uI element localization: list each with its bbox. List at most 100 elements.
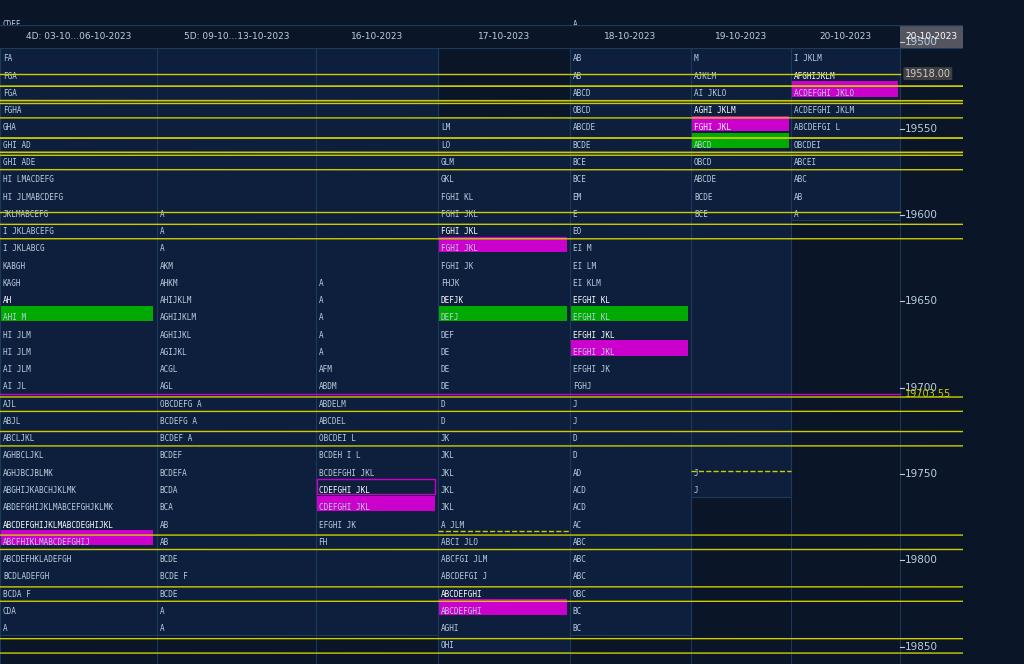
Text: ACDEFGHI JKLO: ACDEFGHI JKLO [795, 89, 854, 98]
Text: ABCEI: ABCEI [795, 158, 817, 167]
Text: BCDE: BCDE [694, 193, 713, 201]
Text: D: D [441, 417, 445, 426]
Text: AGHBCLJKL: AGHBCLJKL [3, 452, 44, 460]
Text: FGA: FGA [3, 89, 16, 98]
Bar [316, 479, 435, 494]
Text: LM: LM [441, 124, 451, 132]
Text: JKL: JKL [441, 469, 455, 477]
Text: FGHI KL: FGHI KL [441, 193, 473, 201]
Text: A: A [160, 244, 165, 253]
Text: KAGH: KAGH [3, 279, 22, 288]
Text: HI JLMABCDEFG: HI JLMABCDEFG [3, 193, 63, 201]
Text: EFGHI KL: EFGHI KL [572, 296, 609, 305]
Text: I JKLABCG: I JKLABCG [3, 244, 44, 253]
Bar [792, 48, 900, 220]
Text: AFM: AFM [318, 365, 333, 374]
Text: ABCI JLO: ABCI JLO [441, 538, 478, 546]
Text: OBCDEI L: OBCDEI L [318, 434, 355, 443]
Text: BCDEFGHI JKL: BCDEFGHI JKL [318, 469, 374, 477]
Text: AGHI: AGHI [441, 624, 460, 633]
Text: GHI ADE: GHI ADE [3, 158, 35, 167]
Text: 19850: 19850 [905, 641, 938, 652]
Text: ABC: ABC [572, 572, 587, 581]
Text: 5D: 09-10...13-10-2023: 5D: 09-10...13-10-2023 [184, 32, 290, 41]
Text: FGHJ: FGHJ [572, 382, 591, 391]
Bar [1, 306, 154, 321]
Text: J: J [572, 417, 578, 426]
Text: AJL: AJL [3, 400, 16, 408]
Text: JKL: JKL [441, 503, 455, 512]
Text: CDEFGHI JKL: CDEFGHI JKL [318, 503, 370, 512]
Text: HI LMACDEFG: HI LMACDEFG [3, 175, 54, 184]
Text: OBC: OBC [572, 590, 587, 598]
Text: ABGHIJKABCHJKLMK: ABGHIJKABCHJKLMK [3, 486, 77, 495]
Text: DEFJ: DEFJ [441, 313, 460, 322]
Text: 20-10-2023: 20-10-2023 [819, 32, 871, 41]
Text: E: E [572, 210, 578, 218]
Text: JKL: JKL [441, 452, 455, 460]
Text: BCDEF: BCDEF [160, 452, 183, 460]
Text: FGHA: FGHA [3, 106, 22, 115]
Text: AI JL: AI JL [3, 382, 26, 391]
Text: AB: AB [795, 193, 804, 201]
Text: AB: AB [160, 521, 169, 529]
Text: 19-10-2023: 19-10-2023 [715, 32, 767, 41]
Text: A: A [160, 210, 165, 218]
Text: AD: AD [572, 469, 582, 477]
Text: ABDM: ABDM [318, 382, 337, 391]
Text: DEF: DEF [441, 331, 455, 339]
Bar [691, 48, 792, 497]
Text: AI JLM: AI JLM [3, 365, 31, 374]
Text: AGHJBCJBLMK: AGHJBCJBLMK [3, 469, 54, 477]
Text: A: A [318, 313, 324, 322]
Text: FGHI JK: FGHI JK [441, 262, 473, 270]
Bar [439, 306, 567, 321]
Text: GHA: GHA [3, 124, 16, 132]
Text: LO: LO [441, 141, 451, 149]
Text: AGHIJKL: AGHIJKL [160, 331, 193, 339]
Text: ABCLJKL: ABCLJKL [3, 434, 35, 443]
Bar [1, 531, 154, 546]
Text: ABCDEL: ABCDEL [318, 417, 346, 426]
Text: BCDE: BCDE [160, 555, 178, 564]
Text: JKL: JKL [441, 486, 455, 495]
Text: 19750: 19750 [905, 469, 938, 479]
Text: BCDEF A: BCDEF A [160, 434, 193, 443]
Text: EFGHI JK: EFGHI JK [318, 521, 355, 529]
Text: ABDELM: ABDELM [318, 400, 346, 408]
Text: DE: DE [441, 382, 451, 391]
Text: FGHI JKL: FGHI JKL [441, 227, 478, 236]
Text: 18-10-2023: 18-10-2023 [604, 32, 656, 41]
Text: 19800: 19800 [905, 555, 938, 566]
Text: J: J [694, 469, 698, 477]
Text: BCDLADEFGH: BCDLADEFGH [3, 572, 49, 581]
Text: BC: BC [572, 607, 582, 616]
Text: J: J [694, 486, 698, 495]
Text: GHI AD: GHI AD [3, 141, 31, 149]
Text: AI JKLO: AI JKLO [694, 89, 726, 98]
Text: ABJL: ABJL [3, 417, 22, 426]
Bar [438, 117, 569, 652]
Text: ABDEFGHIJKLMABCEFGHJKLMK: ABDEFGHIJKLMABCEFGHJKLMK [3, 503, 114, 512]
Text: A: A [318, 279, 324, 288]
Text: ABCFHIKLMABCDEFGHIJ: ABCFHIKLMABCDEFGHIJ [3, 538, 91, 546]
Text: A: A [160, 227, 165, 236]
Text: AB: AB [572, 72, 582, 80]
Text: BCDE: BCDE [160, 590, 178, 598]
Text: EFGHI JKL: EFGHI JKL [572, 348, 614, 357]
Text: BCA: BCA [160, 503, 174, 512]
Text: AB: AB [572, 37, 582, 46]
Text: 4D: 03-10...06-10-2023: 4D: 03-10...06-10-2023 [27, 32, 132, 41]
Text: FHJK: FHJK [441, 279, 460, 288]
Text: 19500: 19500 [905, 37, 938, 48]
Text: 19518.00: 19518.00 [905, 68, 951, 78]
Text: ABCDEFGHI: ABCDEFGHI [441, 590, 482, 598]
Text: A: A [160, 607, 165, 616]
Text: A: A [160, 624, 165, 633]
Text: BCDA F: BCDA F [3, 590, 31, 598]
Text: AGL: AGL [160, 382, 174, 391]
Text: AB: AB [160, 538, 169, 546]
Text: A: A [318, 348, 324, 357]
Text: BCE: BCE [694, 210, 708, 218]
Text: EFGHI JK: EFGHI JK [572, 365, 609, 374]
